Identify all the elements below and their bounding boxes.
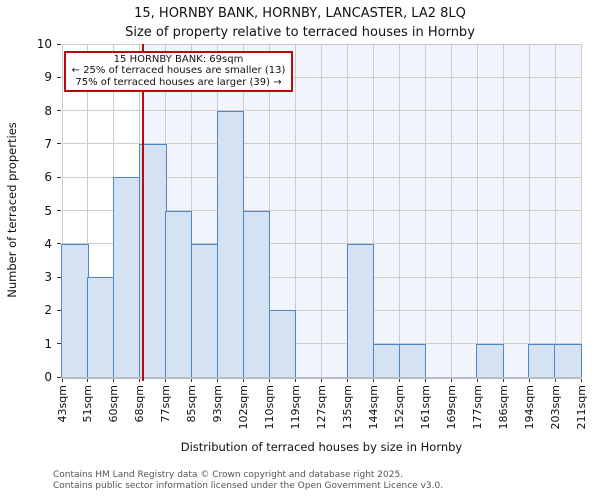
y-axis-tick-mark [57,210,61,211]
x-axis-tick-mark [346,378,348,382]
x-axis-tick-mark [113,378,115,382]
y-axis-tick-mark [57,276,61,278]
histogram-bar [528,343,556,377]
y-axis-tick-mark [57,143,61,145]
gridline-vertical [372,44,374,377]
x-axis-tick-mark [217,378,219,382]
y-axis-tick-mark [57,76,61,78]
histogram-bar [398,343,427,377]
x-axis-tick-mark [554,378,556,382]
x-axis-line [61,377,582,379]
x-axis-tick-mark [528,378,530,382]
histogram-bar [346,243,375,377]
footer-line-licence: Contains public sector information licen… [53,480,444,491]
gridline-vertical [528,44,530,377]
y-axis-tick-label: 5 [44,203,52,218]
y-axis-tick-label: 9 [44,70,52,85]
x-axis-tick-mark [269,378,271,382]
y-axis-tick-mark [57,110,61,112]
histogram-bar [191,243,219,377]
footer: Contains HM Land Registry data © Crown c… [53,470,593,491]
y-axis-tick-mark [57,176,61,178]
x-axis-tick-mark [580,378,582,382]
gridline-vertical [424,44,426,377]
y-axis-tick-label: 4 [44,236,52,251]
gridline-vertical [450,44,452,377]
gridline-vertical [346,44,348,377]
y-axis-tick-label: 7 [44,136,52,151]
x-axis-tick-mark [139,378,141,382]
x-axis-tick-mark [87,378,89,382]
annotation-smaller-stat: ← 25% of terraced houses are smaller (13… [71,65,286,77]
y-axis-tick-mark [57,343,61,345]
property-size-marker-line [141,44,144,381]
histogram-bar [216,110,245,377]
x-axis-tick-mark [502,378,504,382]
gridline-vertical [476,44,478,377]
x-axis-tick-mark [165,378,167,382]
y-axis-tick-mark [57,243,61,245]
x-axis-tick-mark [372,378,374,382]
histogram-bar [554,343,582,377]
title-block: 15, HORNBY BANK, HORNBY, LANCASTER, LA2 … [0,4,600,42]
x-axis-title: Distribution of terraced houses by size … [180,440,463,454]
y-axis-tick-mark [57,43,61,45]
page-title: 15, HORNBY BANK, HORNBY, LANCASTER, LA2 … [134,6,466,21]
x-axis-tick-mark [321,378,322,382]
histogram-bar [476,343,504,377]
histogram-bar [87,277,115,377]
x-axis-tick-mark [295,378,297,382]
gridline-vertical [61,44,63,377]
histogram-bar [268,310,297,377]
histogram-bar [242,210,271,377]
x-axis-tick-mark [398,378,400,382]
y-axis-tick-label: 6 [44,170,52,185]
x-axis-tick-mark [450,378,452,382]
y-axis-tick-label: 3 [44,270,52,285]
property-annotation-box: 15 HORNBY BANK: 69sqm ← 25% of terraced … [64,51,293,93]
y-axis-tick-mark [57,376,61,378]
histogram-bar [113,177,141,377]
histogram-bar [372,343,401,377]
x-axis-tick-mark [243,378,245,382]
gridline-vertical [580,44,582,377]
y-axis-tick-label: 8 [44,103,52,118]
annotation-property-size: 15 HORNBY BANK: 69sqm [113,54,244,65]
gridline-vertical [398,44,400,377]
x-axis-tick-mark [61,378,63,382]
annotation-larger-stat: 75% of terraced houses are larger (39) → [75,76,282,88]
y-axis-tick-label: 2 [44,303,52,318]
y-axis-tick-label: 1 [44,336,52,351]
gridline-vertical [502,44,504,377]
histogram-bar [165,210,193,377]
y-axis-tick-mark [57,309,61,311]
gridline-vertical [554,44,556,377]
x-axis-tick-mark [424,378,426,382]
x-axis-tick-mark [476,378,478,382]
gridline-vertical [295,44,297,377]
gridline-vertical [321,44,322,377]
gridline-vertical [87,44,89,377]
histogram-bar [61,243,89,377]
footer-line-copyright: Contains HM Land Registry data © Crown c… [53,470,404,480]
y-axis-tick-label: 0 [44,370,52,384]
x-axis-tick-mark [191,378,193,382]
y-axis-tick-label: 10 [36,37,52,51]
page-subtitle: Size of property relative to terraced ho… [125,25,475,40]
